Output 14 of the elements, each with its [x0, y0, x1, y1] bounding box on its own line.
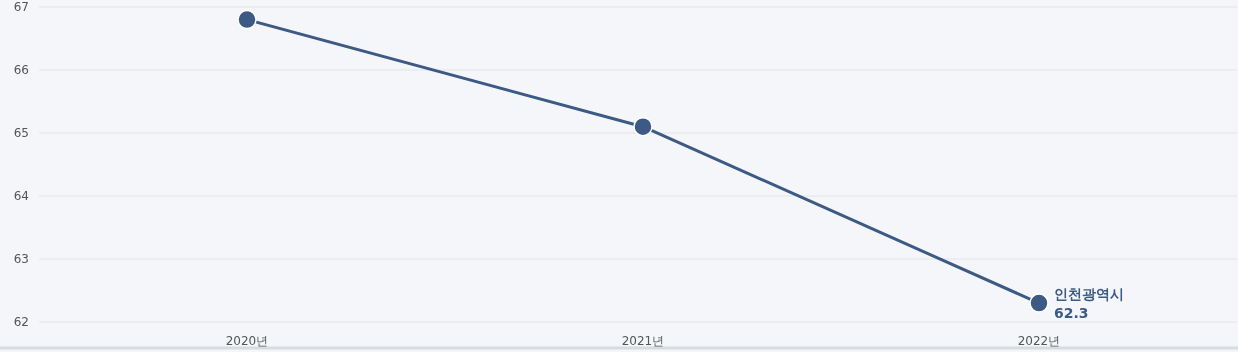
- point: [633, 116, 653, 137]
- y-tick-label: 63: [13, 252, 29, 267]
- y-tick-label: 64: [13, 189, 29, 204]
- point: [237, 9, 257, 30]
- data-label: 62.3: [1054, 305, 1089, 322]
- series-label: 인천광역시: [1054, 286, 1124, 303]
- y-tick-label: 67: [13, 0, 29, 15]
- x-tick-label: 2022년: [1017, 334, 1061, 348]
- point: [1029, 293, 1049, 313]
- y-tick-label: 62: [13, 315, 29, 330]
- y-tick-label: 66: [13, 63, 29, 78]
- y-tick-label: 65: [13, 126, 29, 141]
- x-tick-label: 2021년: [621, 334, 665, 348]
- x-tick-label: 2020년: [225, 334, 269, 348]
